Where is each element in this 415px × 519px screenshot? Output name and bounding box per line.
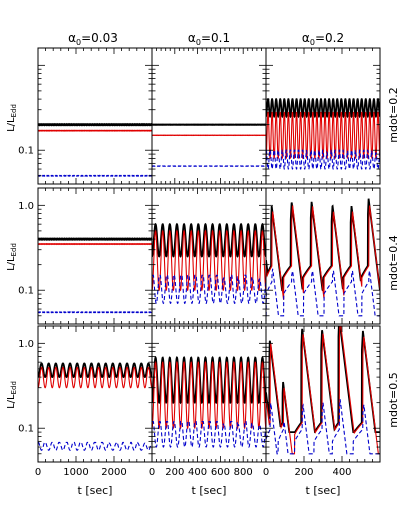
panel-row1-col3: [265, 47, 381, 185]
panel-frame: [151, 47, 267, 185]
panel-row1-col1: 0.1: [18, 47, 153, 185]
row-labels: mdot=0.2 mdot=0.4 mdot=0.5: [387, 87, 400, 427]
series-row3-col1-red: [38, 366, 152, 389]
y-axis-label-row1: L/LEdd: [6, 104, 18, 132]
series-row3-col2-red: [152, 360, 266, 430]
y-tick-label: 0.1: [18, 286, 34, 297]
panel-row3-col2: 0 200 400 600 800: [149, 325, 267, 478]
panel-frame: [265, 47, 381, 185]
panel-frame: [37, 47, 153, 185]
column-title-1: α0=0.03: [68, 31, 118, 47]
series-row3-col3-red: [266, 326, 380, 455]
x-tick-label: 200: [165, 467, 184, 478]
row-label-3: mdot=0.5: [387, 372, 400, 427]
x-tick-label: 0: [149, 467, 155, 478]
panel-frame: [37, 187, 153, 325]
panel-row2-col1: 1.0 0.1: [18, 187, 153, 325]
x-tick-label: 0: [263, 467, 269, 478]
panel-row1-col2: [151, 47, 267, 185]
row-label-2: mdot=0.4: [387, 235, 400, 290]
x-tick-label: 800: [234, 467, 253, 478]
x-tick-label: 0: [35, 467, 41, 478]
x-axis-labels: t [sec] t [sec] t [sec]: [78, 484, 341, 497]
y-tick-label: 0.1: [18, 146, 34, 157]
series-row2-col2-red: [152, 229, 266, 292]
y-axis-label-row3: L/LEdd: [6, 381, 18, 409]
series-row2-col3-red: [266, 204, 380, 300]
column-title-3: α0=0.2: [302, 31, 344, 47]
series-row1-col3-black: [266, 98, 380, 119]
series-row1-col3-red: [266, 111, 380, 159]
panels: 0.1 1.0 0.1 1.0 0.1 0 1000 2000 0 200 400 600 800 0 20…: [18, 47, 381, 478]
y-tick-label: 1.0: [18, 201, 34, 212]
series-row3-col1-black: [38, 362, 152, 379]
series-row1-col3-blue: [266, 148, 380, 170]
series-row2-col2-blue: [152, 274, 266, 305]
panel-row2-col2: [151, 187, 267, 325]
panel-frame: [37, 325, 153, 463]
x-tick-label: 400: [188, 467, 207, 478]
x-axis-label-col3: t [sec]: [306, 484, 341, 497]
column-title-2: α0=0.1: [188, 31, 230, 47]
x-tick-label: 200: [294, 467, 313, 478]
column-titles: α0=0.03 α0=0.1 α0=0.2: [68, 31, 344, 47]
series-row3-col2-blue: [152, 420, 266, 448]
x-tick-label: 1000: [63, 467, 88, 478]
x-axis-label-col1: t [sec]: [78, 484, 113, 497]
row-label-1: mdot=0.2: [387, 87, 400, 142]
y-tick-label: 1.0: [18, 339, 34, 350]
x-axis-label-col2: t [sec]: [192, 484, 227, 497]
x-tick-label: 400: [332, 467, 351, 478]
series-row3-col1-blue: [38, 441, 152, 451]
panel-row3-col1: 1.0 0.1 0 1000 2000: [18, 325, 153, 478]
series-row2-col3-blue: [266, 268, 380, 317]
series-row2-col2-black: [152, 222, 266, 258]
series-row3-col3-blue: [266, 399, 380, 455]
panel-frame: [265, 187, 381, 325]
x-tick-label: 600: [211, 467, 230, 478]
x-tick-label: 2000: [101, 467, 126, 478]
panel-row2-col3: [265, 187, 381, 325]
panel-row3-col3: 0 200 400: [263, 325, 381, 478]
panel-frame: [265, 325, 381, 463]
y-tick-label: 0.1: [18, 424, 34, 435]
y-axis-labels: L/LEdd L/LEdd L/LEdd: [6, 104, 18, 409]
y-axis-label-row2: L/LEdd: [6, 243, 18, 271]
